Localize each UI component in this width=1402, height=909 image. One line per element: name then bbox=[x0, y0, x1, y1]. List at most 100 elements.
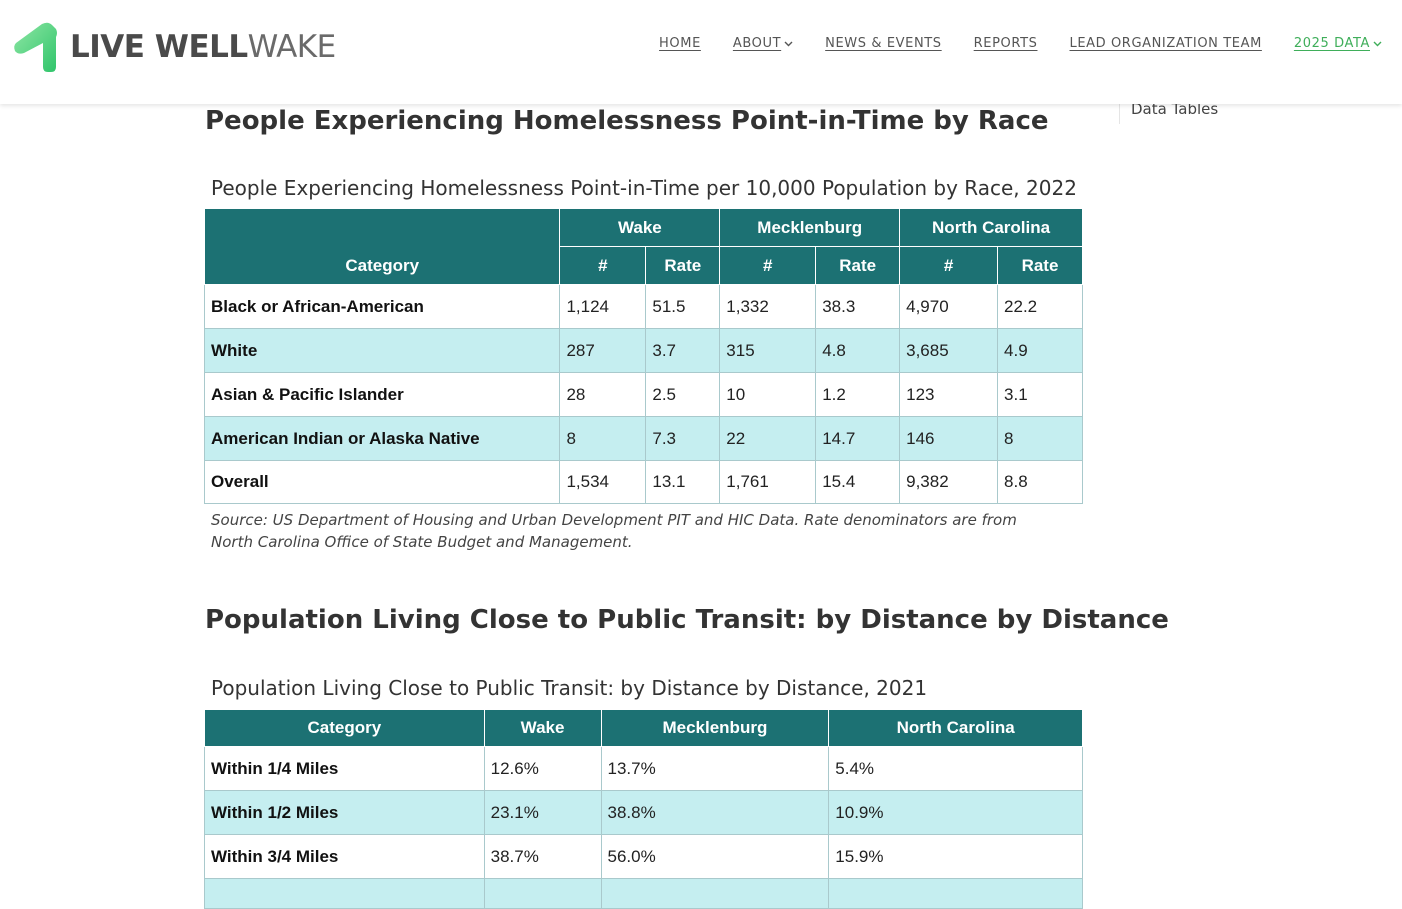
table-row: American Indian or Alaska Native 8 7.3 2… bbox=[203, 416, 1083, 461]
section-title-transit: Population Living Close to Public Transi… bbox=[205, 605, 1169, 635]
cell-value: 9,382 bbox=[899, 460, 999, 504]
cell-value: 1,332 bbox=[719, 284, 817, 329]
cell-value: 4.9 bbox=[997, 328, 1083, 373]
nav-news-events-label: NEWS & EVENTS bbox=[825, 36, 942, 51]
cell-value: 123 bbox=[899, 372, 999, 417]
logo-wordmark: LIVE WELLWAKE bbox=[70, 28, 337, 65]
cell-value: 14.7 bbox=[815, 416, 901, 461]
table-caption-transit: Population Living Close to Public Transi… bbox=[211, 676, 928, 700]
cell-value: 1,761 bbox=[719, 460, 817, 504]
nav-reports-label: REPORTS bbox=[973, 36, 1038, 51]
cell-value: 38.7% bbox=[483, 834, 602, 879]
nav-about-label: ABOUT bbox=[732, 36, 782, 51]
row-category: Asian & Pacific Islander bbox=[203, 372, 561, 417]
section-title-homelessness: People Experiencing Homelessness Point-i… bbox=[205, 106, 1049, 136]
source-note: Source: US Department of Housing and Urb… bbox=[211, 511, 1017, 551]
cell-value: 8 bbox=[997, 416, 1083, 461]
site-header: LIVE WELLWAKE HOME ABOUT NEWS & EVENTS R… bbox=[0, 0, 1402, 104]
cell-value: 10.9% bbox=[828, 790, 1083, 835]
nav-about[interactable]: ABOUT bbox=[733, 36, 793, 51]
col-header-wake: Wake bbox=[483, 709, 602, 747]
row-category: American Indian or Alaska Native bbox=[203, 416, 561, 461]
table-row bbox=[204, 878, 1083, 909]
row-category: White bbox=[203, 328, 561, 373]
row-category: Within 3/4 Miles bbox=[204, 834, 485, 879]
col-header-category: Category bbox=[203, 208, 561, 285]
col-header-nc-rate: Rate bbox=[997, 246, 1083, 285]
cell-value: 13.7% bbox=[600, 746, 830, 791]
live-well-wake-logo-icon bbox=[14, 22, 57, 72]
col-header-mecklenburg: Mecklenburg bbox=[600, 709, 830, 747]
cell-value: 1,124 bbox=[559, 284, 647, 329]
nav-home-label: HOME bbox=[659, 36, 701, 51]
table-row: Black or African-American 1,124 51.5 1,3… bbox=[203, 284, 1083, 329]
transit-table: Category Wake Mecklenburg North Carolina… bbox=[204, 709, 1083, 909]
cell-value: 8.8 bbox=[997, 460, 1083, 504]
cell-value: 51.5 bbox=[645, 284, 721, 329]
cell-value: 4.8 bbox=[815, 328, 901, 373]
col-header-nc-count: # bbox=[899, 246, 999, 285]
col-header-north-carolina: North Carolina bbox=[899, 208, 1083, 247]
col-header-wake: Wake bbox=[559, 208, 721, 247]
nav-lead-org-label: LEAD ORGANIZATION TEAM bbox=[1069, 36, 1262, 51]
cell-value: 315 bbox=[719, 328, 817, 373]
nav-reports[interactable]: REPORTS bbox=[974, 36, 1038, 51]
cell-value: 8 bbox=[559, 416, 647, 461]
chevron-down-icon bbox=[1373, 41, 1382, 46]
cell-value: 10 bbox=[719, 372, 817, 417]
col-header-mecklenburg-count: # bbox=[719, 246, 817, 285]
cell-value: 22.2 bbox=[997, 284, 1083, 329]
cell-value: 2.5 bbox=[645, 372, 721, 417]
nav-lead-organization-team[interactable]: LEAD ORGANIZATION TEAM bbox=[1069, 36, 1261, 51]
cell-value bbox=[483, 878, 602, 909]
chevron-down-icon bbox=[784, 41, 793, 46]
cell-value: 7.3 bbox=[645, 416, 721, 461]
cell-value: 5.4% bbox=[828, 746, 1083, 791]
table-caption-homelessness: People Experiencing Homelessness Point-i… bbox=[211, 176, 1077, 200]
table-row: White 287 3.7 315 4.8 3,685 4.9 bbox=[203, 328, 1083, 373]
logo-text-bold: LIVE WELL bbox=[70, 28, 248, 65]
cell-value bbox=[600, 878, 830, 909]
row-category: Within 1/2 Miles bbox=[204, 790, 485, 835]
row-category bbox=[204, 878, 485, 909]
site-logo[interactable]: LIVE WELLWAKE bbox=[12, 21, 336, 73]
cell-value: 1,534 bbox=[559, 460, 647, 504]
cell-value: 3,685 bbox=[899, 328, 999, 373]
cell-value: 3.1 bbox=[997, 372, 1083, 417]
col-header-wake-rate: Rate bbox=[645, 246, 721, 285]
nav-home[interactable]: HOME bbox=[659, 36, 701, 51]
col-header-wake-count: # bbox=[559, 246, 647, 285]
logo-text-light: WAKE bbox=[247, 28, 337, 65]
row-category: Black or African-American bbox=[203, 284, 561, 329]
cell-value: 13.1 bbox=[645, 460, 721, 504]
cell-value: 1.2 bbox=[815, 372, 901, 417]
col-header-north-carolina: North Carolina bbox=[828, 709, 1083, 747]
col-header-category: Category bbox=[204, 709, 485, 747]
cell-value: 146 bbox=[899, 416, 999, 461]
sidebar: Data Tables bbox=[1119, 92, 1218, 124]
cell-value: 56.0% bbox=[600, 834, 830, 879]
cell-value: 4,970 bbox=[899, 284, 999, 329]
table-row: Within 3/4 Miles 38.7% 56.0% 15.9% bbox=[204, 834, 1083, 879]
cell-value: 3.7 bbox=[645, 328, 721, 373]
cell-value: 23.1% bbox=[483, 790, 602, 835]
table-row: Overall 1,534 13.1 1,761 15.4 9,382 8.8 bbox=[203, 460, 1083, 504]
row-category: Overall bbox=[203, 460, 561, 504]
col-header-mecklenburg-rate: Rate bbox=[815, 246, 901, 285]
cell-value: 22 bbox=[719, 416, 817, 461]
table-row: Within 1/2 Miles 23.1% 38.8% 10.9% bbox=[204, 790, 1083, 835]
nav-2025-data[interactable]: 2025 DATA bbox=[1294, 36, 1382, 51]
col-header-mecklenburg: Mecklenburg bbox=[719, 208, 901, 247]
cell-value: 38.3 bbox=[815, 284, 901, 329]
table-row: Asian & Pacific Islander 28 2.5 10 1.2 1… bbox=[203, 372, 1083, 417]
main-nav: HOME ABOUT NEWS & EVENTS REPORTS LEAD OR… bbox=[627, 36, 1382, 51]
cell-value: 28 bbox=[559, 372, 647, 417]
homelessness-table: Category Wake Mecklenburg North Carolina… bbox=[203, 208, 1083, 504]
nav-news-events[interactable]: NEWS & EVENTS bbox=[825, 36, 942, 51]
cell-value: 287 bbox=[559, 328, 647, 373]
nav-2025-data-label: 2025 DATA bbox=[1293, 36, 1370, 51]
cell-value: 15.4 bbox=[815, 460, 901, 504]
cell-value: 38.8% bbox=[600, 790, 830, 835]
cell-value: 12.6% bbox=[483, 746, 602, 791]
sidebar-link-data-tables[interactable]: Data Tables bbox=[1131, 100, 1219, 118]
